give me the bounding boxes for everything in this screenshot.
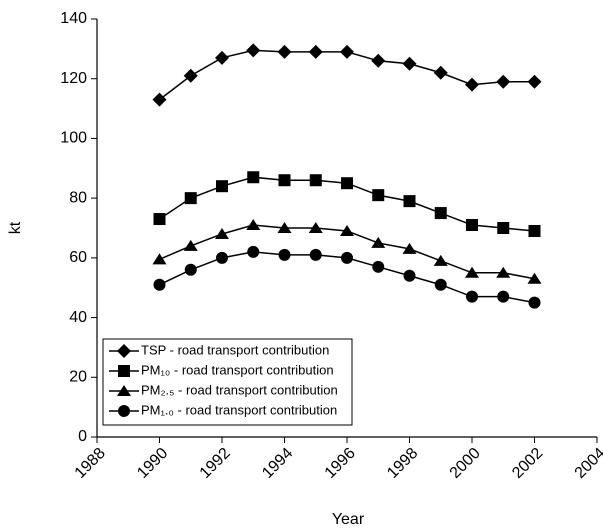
legend-marker <box>118 405 130 417</box>
marker <box>153 213 166 226</box>
marker <box>153 278 166 291</box>
y-tick-label: 80 <box>69 189 87 206</box>
marker <box>308 44 323 59</box>
marker <box>527 74 542 89</box>
marker <box>247 171 260 184</box>
y-tick-label: 20 <box>69 369 87 386</box>
x-tick-label: 1992 <box>197 445 234 482</box>
legend-marker <box>117 344 131 358</box>
marker <box>246 43 261 58</box>
marker <box>403 269 416 282</box>
marker <box>465 77 479 92</box>
marker <box>277 44 292 59</box>
marker <box>371 236 386 248</box>
x-tick-label: 1996 <box>322 445 359 482</box>
marker <box>278 248 291 261</box>
marker <box>309 248 322 261</box>
x-axis-label: Year <box>332 511 365 528</box>
y-tick-label: 140 <box>60 10 87 27</box>
x-tick-label: 1990 <box>134 445 171 482</box>
x-tick-label: 1998 <box>384 445 421 482</box>
y-tick-label: 120 <box>60 70 87 87</box>
marker <box>434 278 447 291</box>
legend-marker <box>117 385 131 396</box>
marker <box>215 50 229 65</box>
marker <box>340 44 354 59</box>
marker <box>372 189 385 202</box>
marker <box>308 222 323 233</box>
marker <box>277 222 292 233</box>
marker <box>433 254 448 266</box>
marker <box>402 242 417 254</box>
marker <box>216 180 228 193</box>
marker <box>278 174 291 187</box>
marker <box>434 207 447 220</box>
marker <box>466 290 478 303</box>
x-tick-label: 1994 <box>259 445 296 482</box>
x-tick-label: 1988 <box>72 445 109 482</box>
marker <box>246 219 261 231</box>
marker <box>215 227 229 239</box>
legend-label: TSP - road transport contribution <box>141 342 329 357</box>
marker <box>184 192 197 205</box>
y-axis-label: kt <box>7 221 24 234</box>
marker <box>433 65 448 80</box>
marker <box>247 245 260 258</box>
marker <box>496 74 511 89</box>
marker <box>341 251 353 264</box>
y-tick-label: 100 <box>60 130 87 147</box>
y-tick-label: 0 <box>78 428 87 445</box>
marker <box>340 224 354 236</box>
x-tick-label: 2004 <box>572 445 603 482</box>
y-tick-label: 40 <box>69 309 87 326</box>
marker <box>216 251 228 264</box>
marker <box>402 56 417 71</box>
marker <box>528 224 541 237</box>
marker <box>497 290 510 303</box>
x-tick-label: 2002 <box>509 445 546 482</box>
marker <box>309 174 322 187</box>
marker <box>372 260 385 273</box>
marker <box>152 92 167 107</box>
legend-box <box>102 338 353 426</box>
marker <box>465 266 479 278</box>
marker <box>341 177 353 190</box>
marker <box>183 68 198 83</box>
marker <box>371 53 386 68</box>
marker <box>403 195 416 208</box>
legend: TSP - road transport contribution PM₁₀ - … <box>102 338 353 426</box>
marker <box>152 253 167 265</box>
marker <box>496 266 511 278</box>
marker <box>527 272 542 284</box>
marker <box>183 239 198 251</box>
y-tick-label: 60 <box>69 249 87 266</box>
x-tick-label: 2000 <box>447 445 484 482</box>
marker <box>497 222 510 234</box>
marker <box>184 263 197 276</box>
legend-label: PM₁₀ - road transport contribution <box>141 362 334 377</box>
legend-label: PM₁.₀ - road transport contribution <box>141 402 337 417</box>
legend-marker <box>118 365 130 377</box>
marker <box>528 296 541 309</box>
marker <box>466 219 478 232</box>
legend-label: PM₂.₅ - road transport contribution <box>141 382 338 397</box>
